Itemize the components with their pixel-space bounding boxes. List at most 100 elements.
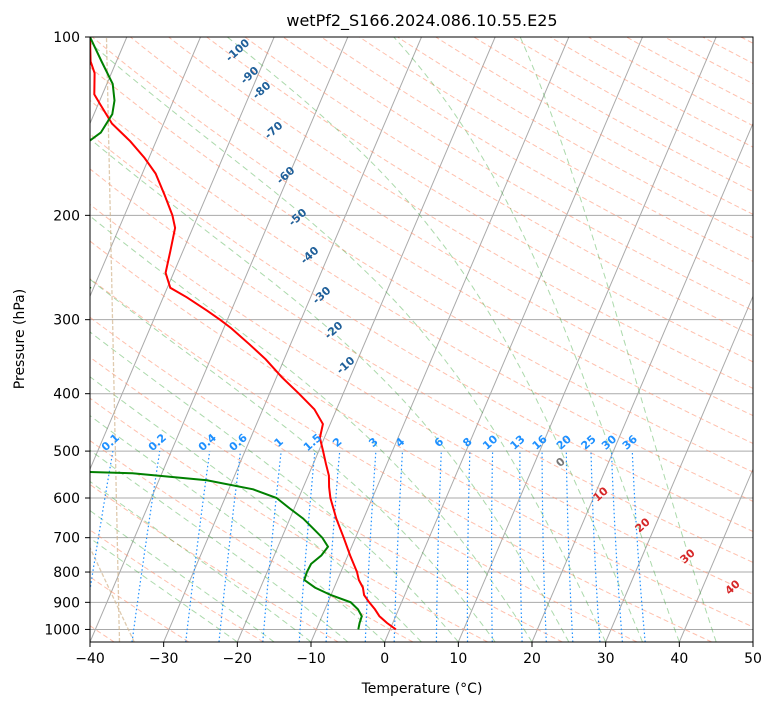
moist-adiabat <box>90 138 570 642</box>
mixing-ratio-line <box>218 451 242 642</box>
dry-adiabat <box>282 37 753 312</box>
isotherm-line <box>90 37 275 471</box>
y-tick-label: 400 <box>53 387 80 403</box>
dry-adiabat <box>90 66 753 473</box>
y-axis: 100 200 300 400 500 600 700 800 900 1000 <box>44 30 90 638</box>
mixing-ratio-line <box>631 451 646 642</box>
dry-adiabat <box>359 37 753 262</box>
x-axis: −40 −30 −20 −10 0 10 20 30 40 50 <box>75 642 762 667</box>
isotherm-line <box>163 37 422 642</box>
x-axis-label: Temperature (°C) <box>361 681 483 697</box>
moist-adiabat <box>519 37 717 642</box>
mixing-ratio-label: 0.1 <box>99 431 122 454</box>
dry-adiabat <box>244 37 753 337</box>
dry-adiabat <box>90 316 638 642</box>
dry-adiabat-label: -40 <box>298 244 322 267</box>
dry-adiabat <box>90 483 339 642</box>
moist-adiabat <box>90 537 238 642</box>
mixing-ratio-line <box>298 451 316 642</box>
dry-adiabat <box>90 576 190 642</box>
mixing-ratio-line <box>490 451 494 642</box>
dry-adiabat <box>511 37 753 170</box>
dry-adiabat <box>206 37 753 363</box>
y-tick-label: 700 <box>53 531 80 547</box>
moist-adiabat-label: 30 <box>678 546 698 566</box>
background-lines <box>90 37 753 642</box>
y-axis-label: Pressure (hPa) <box>12 289 28 389</box>
isotherm-line <box>457 37 717 642</box>
dry-adiabat <box>740 37 753 44</box>
reference-curve <box>105 37 121 642</box>
dry-adiabat-label: -90 <box>238 64 262 87</box>
dry-adiabat <box>130 37 753 417</box>
mixing-ratio-line <box>131 451 161 642</box>
x-tick-label: 20 <box>523 651 541 667</box>
moist-adiabat <box>90 509 275 642</box>
moist-adiabat <box>90 480 312 642</box>
moist-adiabat <box>90 331 459 642</box>
dry-adiabat <box>473 37 753 193</box>
dry-adiabat-label: -20 <box>322 319 346 342</box>
moist-adiabat <box>90 215 533 642</box>
mixing-ratio-line <box>185 451 211 642</box>
y-tick-label: 1000 <box>44 622 80 638</box>
dry-adiabat <box>588 37 753 127</box>
temperature-line <box>90 37 397 631</box>
dry-adiabat-label: -60 <box>274 164 298 187</box>
dry-adiabat <box>664 37 753 85</box>
x-tick-label: −10 <box>296 651 326 667</box>
mixing-ratio-label: 3 <box>366 435 380 450</box>
dry-adiabat <box>90 99 753 502</box>
mixing-ratio-label: 2 <box>330 435 344 450</box>
isotherm-line <box>531 122 753 642</box>
sounding-lines <box>90 37 397 631</box>
dry-adiabat <box>90 168 753 563</box>
dry-adiabat-label: -10 <box>334 354 358 377</box>
mixing-ratio-line <box>435 451 442 642</box>
moist-adiabat <box>90 376 422 642</box>
mixing-ratio-line <box>262 451 282 642</box>
x-tick-label: 50 <box>744 651 762 667</box>
moist-adiabat-label: 10 <box>591 484 611 504</box>
y-tick-label: 300 <box>53 313 80 329</box>
dewpoint-line <box>90 37 363 630</box>
isotherm-line <box>752 640 753 642</box>
dry-adiabat <box>549 37 753 148</box>
y-tick-label: 500 <box>53 444 80 460</box>
isotherm-line <box>236 37 496 642</box>
plot-frame <box>89 36 754 643</box>
x-tick-label: −20 <box>223 651 253 667</box>
x-tick-label: 40 <box>670 651 688 667</box>
moist-adiabat <box>90 278 496 642</box>
dry-adiabat <box>435 37 753 215</box>
y-tick-label: 600 <box>53 491 80 507</box>
mixing-ratio-label: 0.2 <box>146 431 169 454</box>
mixing-ratio-label: 4 <box>393 435 408 450</box>
mixing-ratio-label: 16 <box>530 432 550 452</box>
dry-adiabat <box>90 529 264 642</box>
mixing-ratio-line <box>90 450 114 594</box>
mixing-ratio-label: 13 <box>508 433 528 453</box>
x-tick-label: 10 <box>449 651 467 667</box>
mixing-ratio-label: 8 <box>460 435 474 450</box>
dry-adiabat <box>90 203 753 595</box>
dry-adiabat <box>702 37 753 64</box>
mixing-ratio-label: 0.6 <box>227 431 250 454</box>
y-tick-label: 100 <box>53 30 80 46</box>
y-tick-label: 900 <box>53 595 80 611</box>
moist-adiabat <box>393 37 680 642</box>
isotherm-line <box>384 37 643 642</box>
isotherm-line <box>90 37 349 642</box>
x-tick-label: 0 <box>380 651 389 667</box>
dry-adiabat <box>90 440 414 642</box>
dry-adiabat <box>90 278 712 642</box>
dry-adiabat <box>90 240 753 628</box>
moist-adiabat <box>227 37 643 642</box>
mixing-ratio-label: 1 <box>272 435 286 450</box>
dry-adiabat-label: -30 <box>310 284 334 307</box>
moist-adiabat-label: 40 <box>723 577 743 597</box>
x-tick-label: −40 <box>75 651 105 667</box>
isotherm-line <box>678 467 753 642</box>
x-tick-label: −30 <box>149 651 179 667</box>
